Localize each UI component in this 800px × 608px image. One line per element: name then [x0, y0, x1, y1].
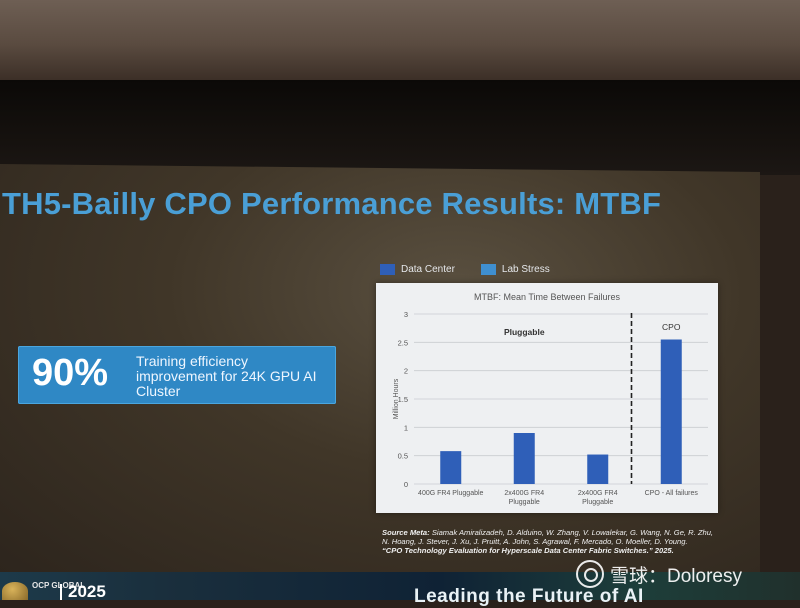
snowball-logo-icon — [576, 560, 604, 588]
x-tick-label: 400G FR4 Pluggable — [418, 490, 483, 497]
legend-swatch-data-center — [380, 263, 395, 275]
source-authors: Siamak Amiralizadeh, D. Alduino, W. Zhan… — [382, 528, 714, 546]
watermark: 雪球：Doloresy — [576, 560, 742, 588]
annotation-pluggable: Pluggable — [504, 327, 545, 337]
y-tick-label: 2.5 — [398, 338, 408, 347]
legend-item-data-center: Data Center — [380, 263, 455, 275]
y-tick-label: 2 — [404, 367, 408, 376]
source-label: Source Meta: — [382, 528, 430, 537]
mtbf-chart: MTBF: Mean Time Between Failures 0 0.5 1 1.5… — [393, 292, 708, 506]
x-tick-label: 2x400G FR4 — [578, 490, 618, 497]
chart-legend: Data Center Lab Stress — [380, 261, 576, 277]
bar-4 — [660, 339, 682, 484]
chart-title: MTBF: Mean Time Between Failures — [474, 292, 621, 302]
y-axis-label: Million Hours — [393, 378, 400, 419]
legend-label-lab-stress: Lab Stress — [501, 263, 550, 275]
x-tick-label: Pluggable — [582, 499, 613, 506]
legend-item-lab-stress: Lab Stress — [480, 263, 550, 275]
screen-top-border — [0, 80, 800, 175]
y-tick-label: 3 — [404, 310, 408, 319]
footer-tagline: Leading the Future of AI — [414, 586, 644, 607]
bar-2 — [513, 433, 535, 484]
slide-title: TH5-Bailly CPO Performance Results: MTBF — [2, 186, 662, 221]
mtbf-chart-panel: MTBF: Mean Time Between Failures 0 0.5 1 1.5… — [376, 283, 718, 513]
source-citation: Source Meta: Siamak Amiralizadeh, D. Ald… — [382, 528, 722, 555]
room-wall — [0, 0, 800, 80]
source-title: “CPO Technology Evaluation for Hyperscal… — [382, 546, 674, 555]
legend-swatch-lab-stress — [480, 263, 496, 275]
x-tick-label: Pluggable — [509, 499, 540, 506]
ocp-logo — [2, 582, 28, 600]
conference-footer-banner — [0, 572, 800, 600]
footer-year: 2025 — [68, 582, 106, 601]
x-tick-label: 2x400G FR4 — [504, 490, 544, 497]
footer-org: OCP GLOBAL — [32, 581, 86, 590]
watermark-text: 雪球：Doloresy — [610, 565, 742, 587]
stat-callout: 90% Training efficiency improvement for … — [18, 346, 336, 404]
y-tick-label: 0 — [404, 480, 408, 489]
y-tick-label: 1 — [404, 423, 408, 432]
footer-divider — [60, 584, 62, 600]
bar-3 — [587, 454, 609, 484]
annotation-cpo: CPO — [662, 322, 681, 332]
stat-description: Training efficiency improvement for 24K … — [136, 353, 317, 399]
y-tick-label: 1.5 — [398, 395, 408, 404]
stat-value: 90% — [32, 352, 109, 394]
legend-label-data-center: Data Center — [401, 263, 455, 275]
bar-1 — [440, 451, 462, 484]
x-tick-label: CPO - All failures — [645, 490, 699, 497]
y-tick-label: 0.5 — [398, 452, 408, 461]
